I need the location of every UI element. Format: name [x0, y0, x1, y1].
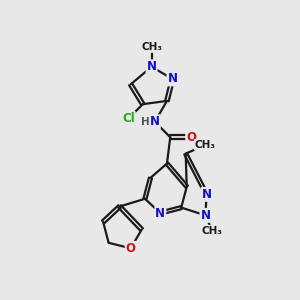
Text: N: N	[147, 60, 157, 73]
Text: CH₃: CH₃	[202, 226, 223, 236]
Text: N: N	[167, 72, 178, 86]
Text: N: N	[155, 207, 165, 220]
Text: N: N	[202, 188, 212, 201]
Text: N: N	[200, 209, 211, 222]
Text: Cl: Cl	[122, 112, 135, 125]
Text: O: O	[126, 242, 136, 255]
Text: CH₃: CH₃	[195, 140, 216, 150]
Text: CH₃: CH₃	[141, 42, 162, 52]
Text: O: O	[186, 131, 196, 144]
Text: N: N	[150, 115, 160, 128]
Text: H: H	[141, 117, 150, 127]
